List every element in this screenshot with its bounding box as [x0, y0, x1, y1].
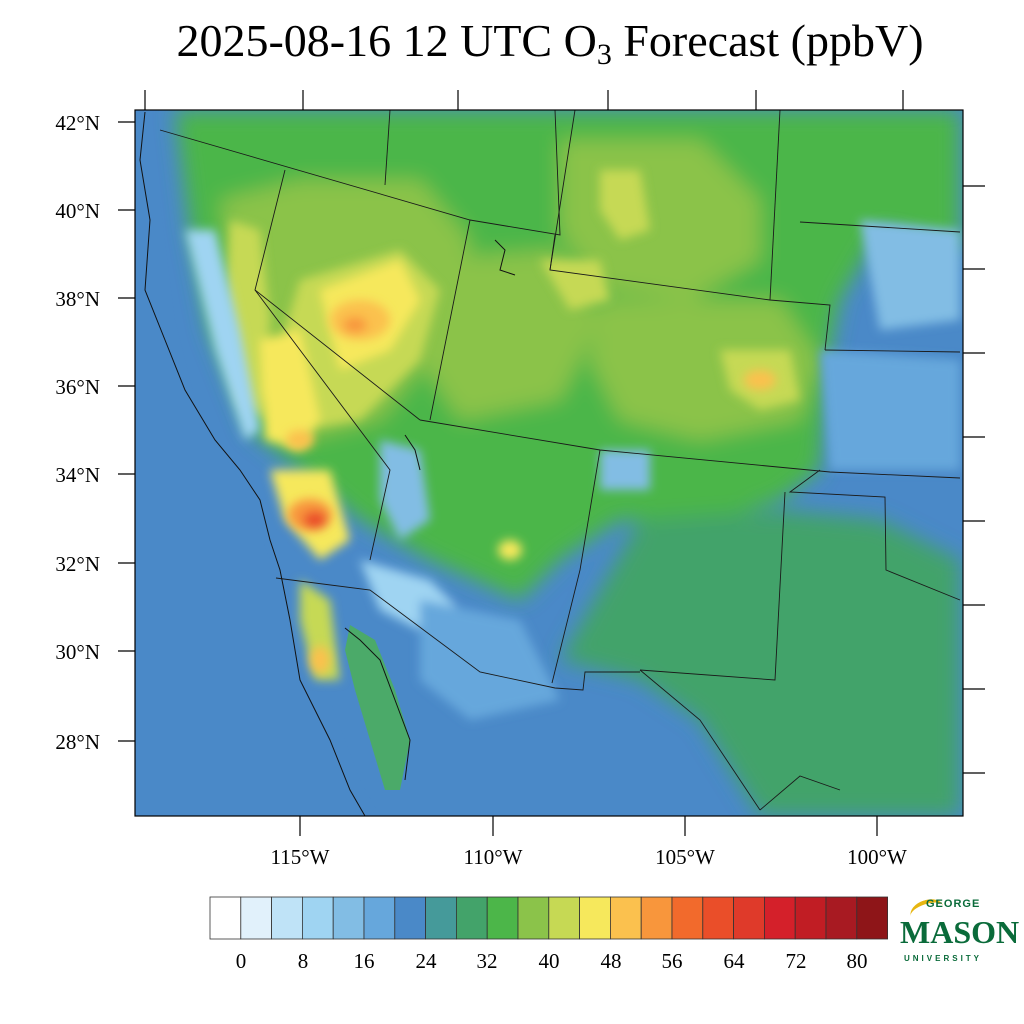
colorbar-swatch — [671, 896, 704, 940]
top-ticks — [144, 90, 904, 110]
lat-label-32: 32°N — [55, 552, 100, 576]
colorbar-swatch — [240, 896, 273, 940]
colorbar-swatch — [856, 896, 888, 940]
colorbar-swatch — [548, 896, 580, 940]
colorbar-tick-label: 40 — [539, 949, 560, 973]
lon-label-100: 100°W — [847, 845, 907, 869]
lat-ticks — [118, 121, 135, 742]
lat-label-38: 38°N — [55, 287, 100, 311]
colorbar-swatch — [517, 896, 550, 940]
colorbar-swatch — [640, 896, 673, 940]
colorbar-swatch — [209, 896, 242, 940]
colorbar-tick-label: 0 — [236, 949, 247, 973]
logo-line-2: MASON — [900, 914, 1020, 950]
ozone-field — [135, 110, 963, 816]
colorbar-labels: 0 8 16 24 32 40 48 56 64 72 80 — [236, 949, 868, 973]
lat-label-42: 42°N — [55, 111, 100, 135]
colorbar-tick-label: 72 — [786, 949, 807, 973]
logo-line-1: GEORGE — [926, 898, 981, 910]
colorbar-swatch — [610, 896, 642, 940]
map-frame — [134, 109, 964, 817]
lon-label-115: 115°W — [271, 845, 330, 869]
colorbar-swatch — [825, 896, 858, 940]
colorbar-tick-label: 24 — [416, 949, 438, 973]
lon-label-105: 105°W — [655, 845, 715, 869]
colorbar-swatch — [794, 896, 827, 940]
colorbar-tick-label: 64 — [724, 949, 746, 973]
lat-label-40: 40°N — [55, 199, 100, 223]
lat-label-36: 36°N — [55, 375, 100, 399]
university-logo: GEORGE MASON UNIVERSITY — [896, 895, 1019, 968]
colorbar-swatch — [394, 896, 426, 940]
colorbar-tick-label: 32 — [477, 949, 498, 973]
title-suffix: Forecast (ppbV) — [611, 15, 924, 66]
title-prefix: 2025-08-16 12 UTC O — [176, 15, 597, 66]
logo-line-3: UNIVERSITY — [904, 954, 983, 963]
colorbar-swatch — [363, 896, 396, 940]
colorbar-swatch — [425, 896, 457, 940]
colorbar-swatch — [733, 896, 765, 940]
lat-label-28: 28°N — [55, 730, 100, 754]
lat-label-30: 30°N — [55, 640, 100, 664]
title-subscript: 3 — [596, 38, 612, 71]
colorbar-swatch — [332, 896, 365, 940]
colorbar-swatch — [764, 896, 796, 940]
colorbar-swatch — [271, 896, 303, 940]
map-title: 2025-08-16 12 UTC O3 Forecast (ppbV) — [0, 14, 1024, 72]
colorbar-tick-label: 48 — [601, 949, 622, 973]
colorbar-tick-label: 16 — [354, 949, 375, 973]
lat-label-34: 34°N — [55, 463, 100, 487]
colorbar-swatch — [301, 896, 334, 940]
lon-ticks — [299, 816, 878, 836]
colorbar-swatch — [702, 896, 734, 940]
colorbar-tick-label: 56 — [662, 949, 683, 973]
colorbar-tick-label: 80 — [847, 949, 868, 973]
colorbar-swatch — [455, 896, 488, 940]
colorbar-swatch — [579, 896, 611, 940]
lon-label-110: 110°W — [464, 845, 523, 869]
colorbar-tick-label: 8 — [298, 949, 309, 973]
colorbar — [209, 896, 888, 940]
colorbar-swatch — [486, 896, 519, 940]
right-ticks — [963, 185, 985, 774]
